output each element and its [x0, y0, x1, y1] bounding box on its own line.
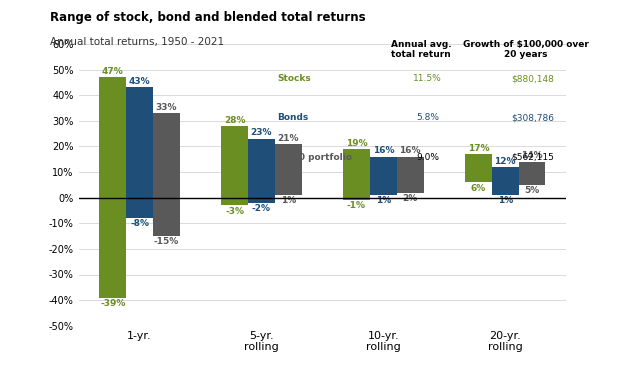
Text: 17%: 17% [467, 144, 489, 153]
Text: 9.0%: 9.0% [416, 153, 439, 161]
Bar [343, 149, 370, 200]
Text: Stocks: Stocks [277, 75, 311, 83]
Text: Annual avg.
total return: Annual avg. total return [391, 40, 452, 59]
Text: 47%: 47% [102, 67, 124, 76]
Text: 5.8%: 5.8% [416, 113, 439, 123]
Bar [370, 157, 397, 195]
Bar [397, 157, 423, 193]
Text: Growth of $100,000 over
20 years: Growth of $100,000 over 20 years [463, 40, 589, 59]
Text: 1%: 1% [281, 196, 296, 205]
Text: Annual total returns, 1950 - 2021: Annual total returns, 1950 - 2021 [50, 37, 225, 46]
Text: 16%: 16% [372, 146, 394, 156]
Text: 1%: 1% [498, 196, 513, 205]
Text: 6%: 6% [470, 184, 486, 193]
Text: 2%: 2% [403, 194, 418, 203]
Text: 33%: 33% [155, 103, 177, 112]
Text: 28%: 28% [224, 116, 245, 124]
Bar [99, 77, 126, 298]
Text: 43%: 43% [129, 77, 150, 86]
Text: 16%: 16% [399, 146, 421, 156]
Text: $562,115: $562,115 [511, 153, 554, 161]
Text: 1%: 1% [376, 196, 391, 205]
Text: Bonds: Bonds [277, 113, 308, 123]
Text: -3%: -3% [225, 206, 244, 216]
Text: 5%: 5% [525, 186, 540, 195]
Bar [518, 162, 545, 185]
Bar [465, 154, 492, 182]
Text: 14%: 14% [521, 152, 543, 160]
Text: 23%: 23% [251, 128, 272, 138]
Text: Range of stock, bond and blended total returns: Range of stock, bond and blended total r… [50, 11, 366, 24]
Text: 50/50 portfolio: 50/50 portfolio [277, 153, 352, 161]
Bar [492, 167, 518, 195]
Text: $308,786: $308,786 [511, 113, 554, 123]
Text: 21%: 21% [277, 134, 299, 143]
Bar [248, 139, 275, 203]
Text: -2%: -2% [252, 204, 271, 213]
Text: -15%: -15% [153, 238, 179, 246]
Text: 12%: 12% [494, 157, 516, 165]
Text: 11.5%: 11.5% [413, 75, 442, 83]
Text: -39%: -39% [100, 299, 125, 308]
Text: $880,148: $880,148 [511, 75, 554, 83]
Bar [126, 87, 153, 218]
Text: -8%: -8% [130, 219, 149, 228]
Bar [275, 144, 302, 195]
Bar [221, 126, 248, 205]
Text: 19%: 19% [346, 139, 367, 148]
Text: -1%: -1% [347, 201, 366, 210]
Bar [153, 113, 180, 236]
